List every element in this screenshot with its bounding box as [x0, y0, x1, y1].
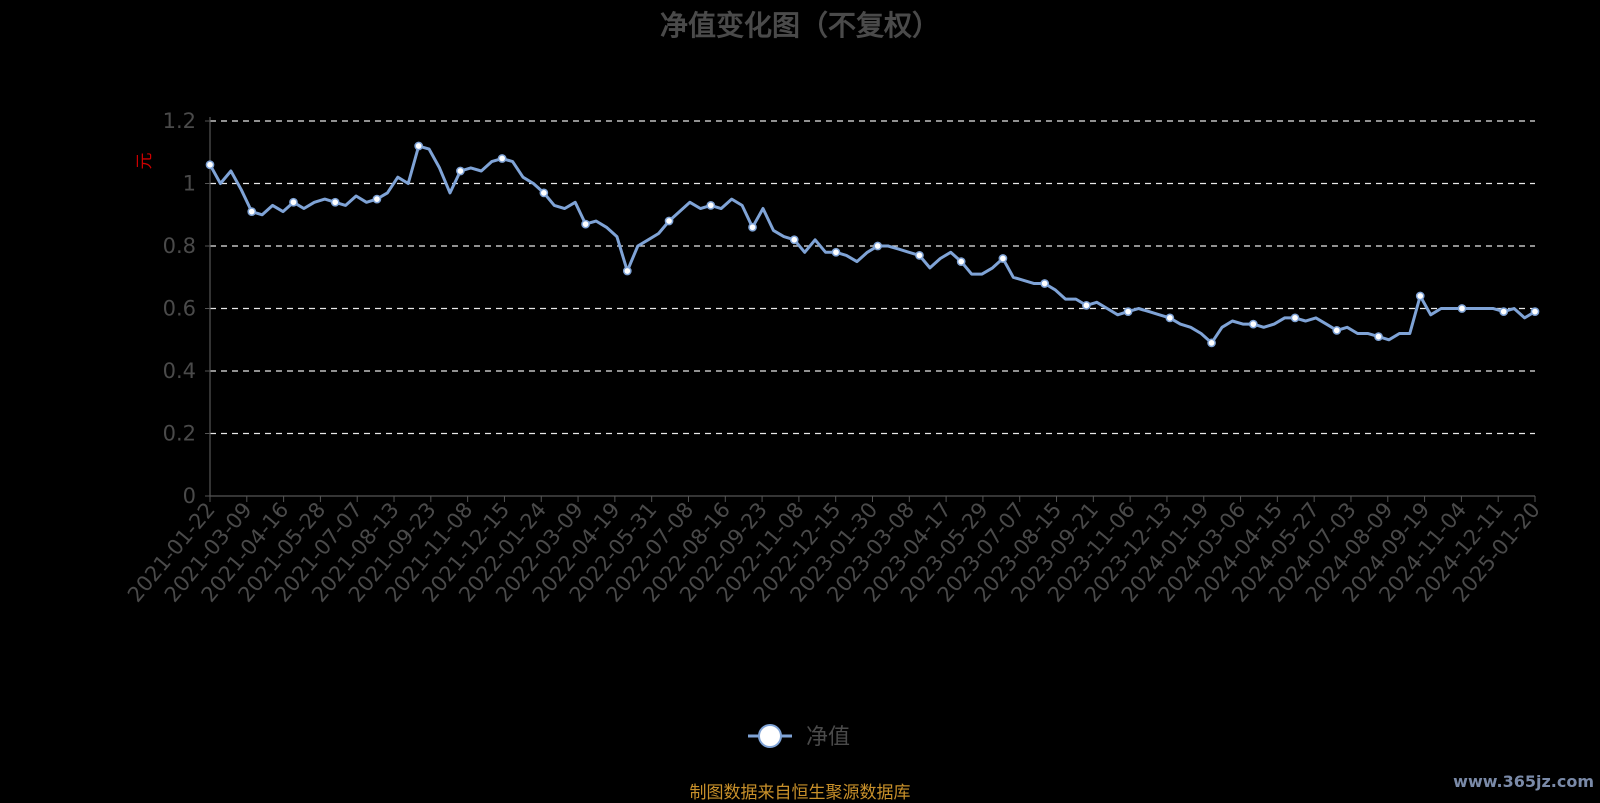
data-point — [664, 216, 674, 226]
data-point — [1499, 307, 1509, 316]
data-point — [289, 197, 298, 207]
y-tick-label: 0 — [183, 484, 196, 508]
data-point — [581, 219, 590, 229]
data-point — [622, 266, 632, 276]
data-point — [1415, 291, 1425, 301]
legend-marker — [758, 724, 782, 748]
data-point — [1165, 313, 1175, 323]
watermark: www.365jz.com — [1453, 772, 1594, 791]
data-point — [1207, 338, 1216, 348]
data-point — [831, 247, 841, 257]
y-axis-label: 元 — [135, 153, 155, 170]
data-point — [1290, 313, 1300, 323]
data-point — [247, 207, 257, 216]
y-tick-label: 0.2 — [163, 422, 196, 446]
y-tick-label: 1 — [183, 172, 196, 196]
data-point — [1332, 326, 1342, 335]
data-point — [706, 201, 716, 210]
data-point — [1530, 307, 1540, 316]
data-point — [414, 141, 424, 151]
data-point — [372, 194, 382, 204]
y-tick-label: 0.8 — [163, 234, 196, 258]
data-point — [205, 160, 215, 170]
data-point — [497, 154, 507, 163]
data-point — [330, 197, 340, 207]
legend-label: 净值 — [806, 725, 850, 750]
data-point — [956, 257, 966, 266]
y-tick-label: 0.6 — [163, 297, 196, 321]
data-point — [1123, 307, 1133, 316]
data-point — [915, 251, 924, 260]
data-source-note: 制图数据来自恒生聚源数据库 — [689, 783, 911, 803]
data-point — [873, 241, 883, 251]
data-point — [998, 254, 1008, 263]
chart-title: 净值变化图（不复权） — [659, 9, 940, 42]
y-tick-label: 1.2 — [163, 109, 196, 133]
series-line — [208, 144, 1536, 345]
data-point — [539, 188, 549, 198]
data-point — [748, 222, 757, 232]
data-point — [789, 235, 799, 245]
data-point — [1248, 319, 1258, 329]
data-point — [1040, 279, 1049, 288]
y-tick-label: 0.4 — [163, 359, 196, 383]
data-point — [1457, 304, 1467, 313]
data-point — [1082, 301, 1091, 310]
data-point — [1374, 332, 1383, 341]
data-point — [456, 166, 465, 176]
